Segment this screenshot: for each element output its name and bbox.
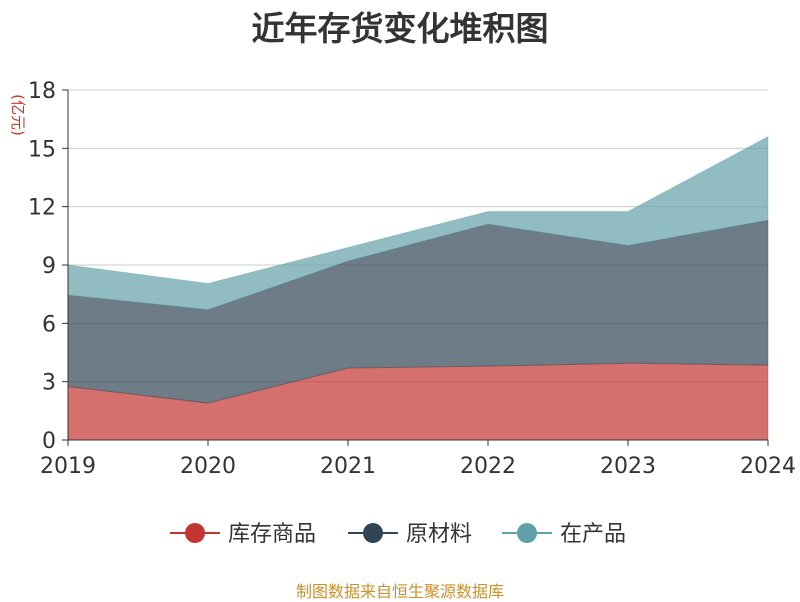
legend-marker-icon [363, 523, 383, 543]
y-tick-label: 18 [28, 79, 56, 104]
y-tick-label: 12 [28, 196, 56, 221]
y-tick-label: 3 [42, 371, 56, 396]
legend-marker-icon [517, 523, 537, 543]
area-series [68, 137, 768, 440]
y-tick-label: 15 [28, 137, 56, 162]
y-tick-label: 0 [42, 429, 56, 454]
legend-item-3: 在产品 [502, 522, 626, 547]
legend-item-1: 库存商品 [170, 522, 316, 547]
y-axis-unit-label: (亿元) [9, 94, 27, 136]
legend-label: 库存商品 [228, 522, 316, 547]
legend-label: 原材料 [406, 522, 472, 547]
x-tick-label: 2020 [180, 454, 236, 479]
legend-label: 在产品 [560, 522, 626, 547]
legend: 库存商品 原材料 在产品 [170, 522, 626, 547]
x-tick-label: 2023 [600, 454, 656, 479]
data-source-note: 制图数据来自恒生聚源数据库 [0, 578, 800, 602]
x-tick-label: 2024 [740, 454, 796, 479]
x-tick-label: 2022 [460, 454, 516, 479]
y-tick-label: 6 [42, 312, 56, 337]
x-tick-label: 2019 [40, 454, 96, 479]
y-tick-label: 9 [42, 254, 56, 279]
x-tick-label: 2021 [320, 454, 376, 479]
legend-marker-icon [185, 523, 205, 543]
legend-item-2: 原材料 [348, 522, 472, 547]
